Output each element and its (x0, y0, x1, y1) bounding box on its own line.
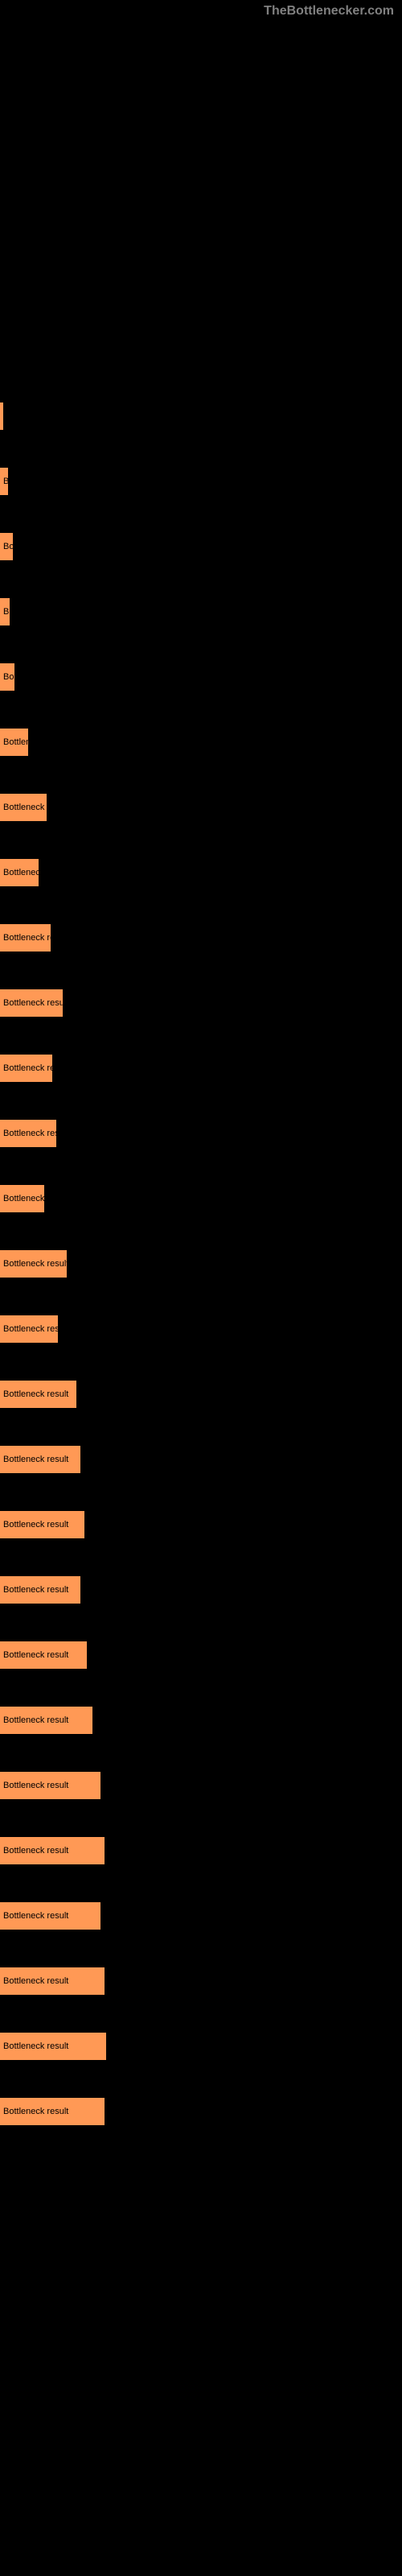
chart-bar: Bottleneck result (0, 1902, 100, 1930)
bar-row: Bottleneck result (0, 1902, 402, 1930)
bar-row: Bottleneck result (0, 1707, 402, 1734)
chart-bar: B (0, 468, 8, 495)
chart-bar: Bottleneck result (0, 1576, 80, 1604)
bar-row: Bottleneck res (0, 1120, 402, 1147)
chart-bar: Bottlenec (0, 859, 39, 886)
chart-bar: Bottleneck res (0, 1120, 56, 1147)
bar-row: Bottleneck re (0, 1055, 402, 1082)
bar-row: Bottleneck (0, 1185, 402, 1212)
bar-row: Bottleneck result (0, 2098, 402, 2125)
bar-row: Bo (0, 663, 402, 691)
bar-row: Bottleneck result (0, 1576, 402, 1604)
chart-bar: B (0, 598, 10, 625)
chart-bar: Bottleneck re (0, 924, 51, 952)
chart-bar: Bottleneck re (0, 1055, 52, 1082)
chart-bar: Bottleneck (0, 1185, 44, 1212)
bar-row: Bottleneck r (0, 794, 402, 821)
bar-row: Bottlenec (0, 859, 402, 886)
chart-bar: Bo (0, 533, 13, 560)
bar-row: Bottleneck re (0, 924, 402, 952)
chart-bar: Bottleneck result (0, 1707, 92, 1734)
bar-row: Bottleneck result (0, 1511, 402, 1538)
chart-bar: Bottleneck result (0, 1250, 67, 1278)
chart-bar: Bottleneck result (0, 1446, 80, 1473)
bar-row: Bottleneck result (0, 1837, 402, 1864)
bar-row: Bottleneck result (0, 989, 402, 1017)
bar-row: Bottleneck result (0, 1446, 402, 1473)
bar-row: Bottlen (0, 729, 402, 756)
chart-bar: Bottleneck result (0, 2033, 106, 2060)
chart-bar (0, 402, 3, 430)
chart-bar: Bottleneck result (0, 1641, 87, 1669)
chart-bar: Bottleneck result (0, 989, 63, 1017)
bar-row: Bottleneck res (0, 1315, 402, 1343)
chart-bar: Bottlen (0, 729, 28, 756)
chart-bar: Bottleneck r (0, 794, 47, 821)
bar-row: Bottleneck result (0, 1641, 402, 1669)
bar-row: B (0, 598, 402, 625)
bar-row: Bo (0, 533, 402, 560)
chart-bar: Bottleneck res (0, 1315, 58, 1343)
watermark-text: TheBottlenecker.com (264, 4, 394, 19)
chart-bar: Bottleneck result (0, 1511, 84, 1538)
bar-row: B (0, 468, 402, 495)
bar-row: Bottleneck result (0, 1381, 402, 1408)
chart-bar: Bottleneck result (0, 1967, 105, 1995)
bar-row: Bottleneck result (0, 1772, 402, 1799)
chart-bar: Bottleneck result (0, 2098, 105, 2125)
bar-row: Bottleneck result (0, 2033, 402, 2060)
chart-bar: Bo (0, 663, 14, 691)
bar-row: Bottleneck result (0, 1250, 402, 1278)
chart-bar: Bottleneck result (0, 1837, 105, 1864)
bar-chart: B Bo B Bo Bottlen Bottleneck r Bottlenec Bottle… (0, 0, 402, 2125)
bar-row (0, 402, 402, 430)
chart-bar: Bottleneck result (0, 1381, 76, 1408)
chart-bar: Bottleneck result (0, 1772, 100, 1799)
bar-row: Bottleneck result (0, 1967, 402, 1995)
